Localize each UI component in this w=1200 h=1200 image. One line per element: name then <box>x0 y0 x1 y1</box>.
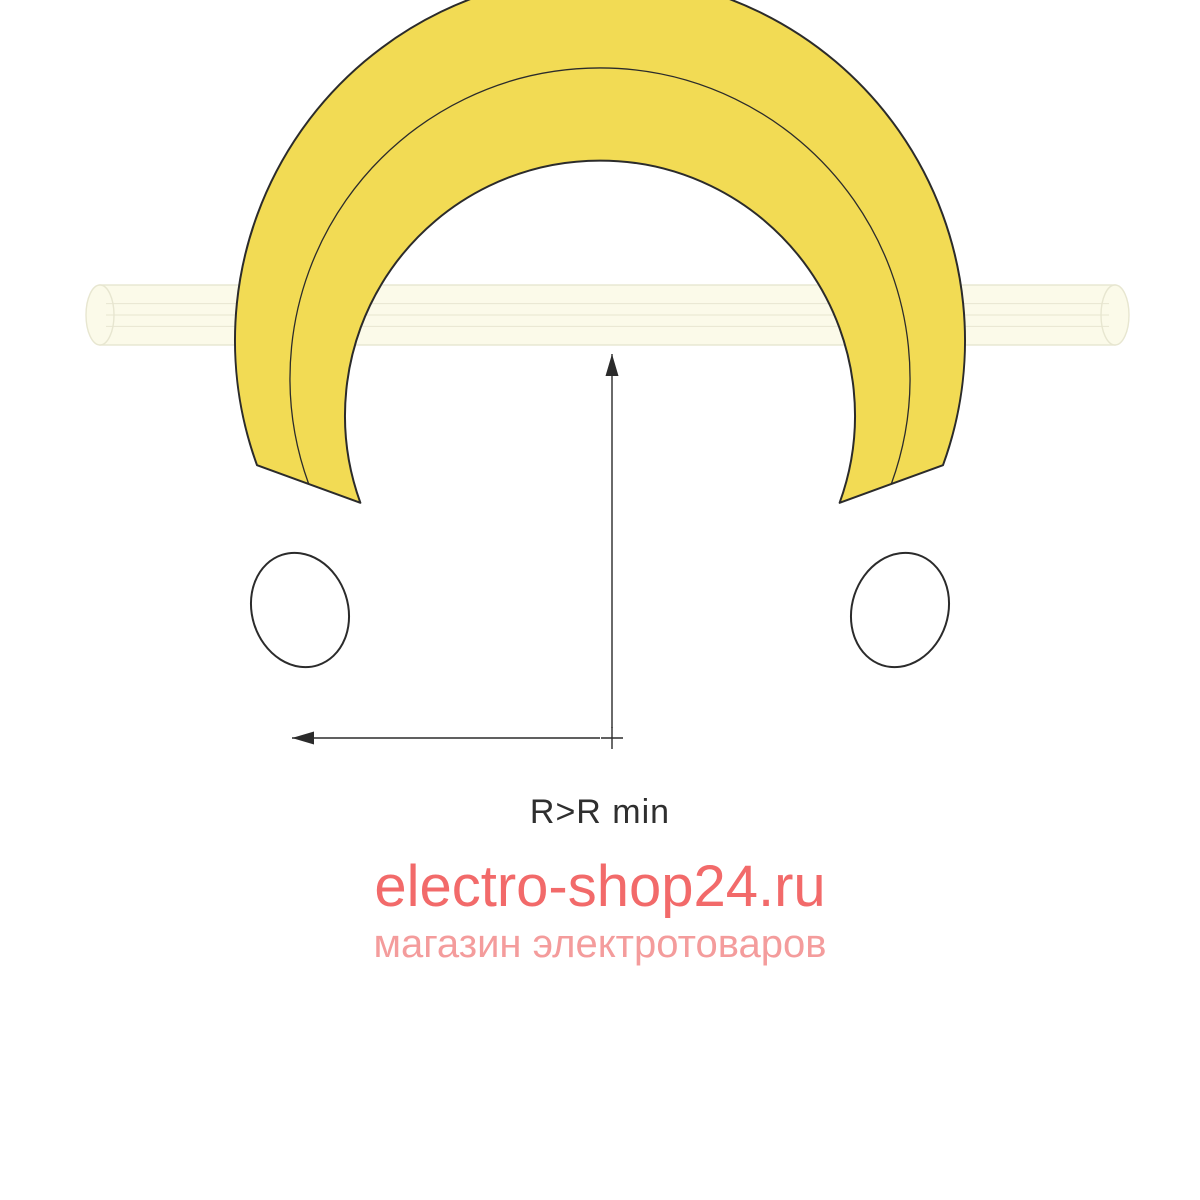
diagram-canvas <box>0 0 1200 1200</box>
watermark-line1: electro-shop24.ru <box>0 853 1200 920</box>
formula-label: R>R min <box>0 793 1200 832</box>
watermark-line2: магазин электротоваров <box>0 922 1200 967</box>
